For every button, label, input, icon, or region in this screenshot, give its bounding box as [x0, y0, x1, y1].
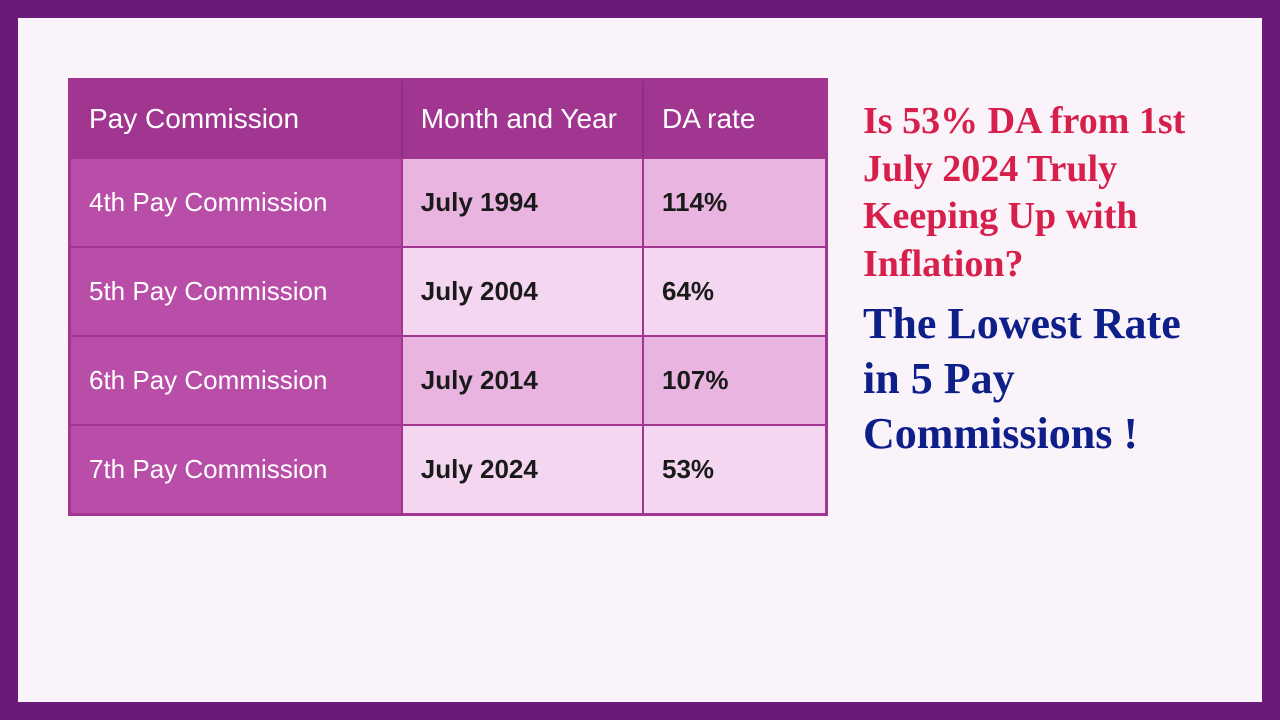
- headline-question: Is 53% DA from 1st July 2024 Truly Keepi…: [863, 98, 1222, 288]
- cell-commission: 7th Pay Commission: [71, 424, 403, 513]
- headline-block: Is 53% DA from 1st July 2024 Truly Keepi…: [863, 78, 1222, 662]
- headline-statement: The Lowest Rate in 5 Pay Commissions !: [863, 296, 1222, 461]
- table-header-row: Pay Commission Month and Year DA rate: [71, 81, 825, 157]
- content-panel: Pay Commission Month and Year DA rate 4t…: [18, 18, 1262, 702]
- pay-commission-table: Pay Commission Month and Year DA rate 4t…: [68, 78, 828, 516]
- cell-month-year: July 2014: [403, 335, 644, 424]
- cell-month-year: July 2004: [403, 246, 644, 335]
- table-row: 6th Pay Commission July 2014 107%: [71, 335, 825, 424]
- cell-month-year: July 1994: [403, 157, 644, 246]
- cell-month-year: July 2024: [403, 424, 644, 513]
- table-row: 4th Pay Commission July 1994 114%: [71, 157, 825, 246]
- cell-da-rate: 114%: [644, 157, 825, 246]
- table-container: Pay Commission Month and Year DA rate 4t…: [68, 78, 828, 662]
- table-row: 7th Pay Commission July 2024 53%: [71, 424, 825, 513]
- cell-da-rate: 64%: [644, 246, 825, 335]
- cell-commission: 6th Pay Commission: [71, 335, 403, 424]
- cell-commission: 5th Pay Commission: [71, 246, 403, 335]
- cell-da-rate: 107%: [644, 335, 825, 424]
- table-row: 5th Pay Commission July 2004 64%: [71, 246, 825, 335]
- cell-da-rate: 53%: [644, 424, 825, 513]
- col-header-commission: Pay Commission: [71, 81, 403, 157]
- col-header-da-rate: DA rate: [644, 81, 825, 157]
- cell-commission: 4th Pay Commission: [71, 157, 403, 246]
- col-header-month-year: Month and Year: [403, 81, 644, 157]
